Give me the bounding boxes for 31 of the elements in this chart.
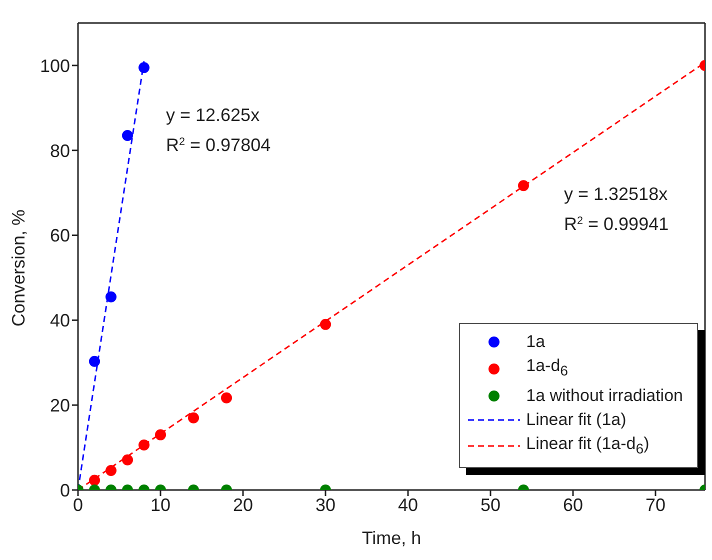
x-tick-label: 0 <box>72 494 84 515</box>
annotation: R$^{2}$ = 0.99941 <box>564 214 669 234</box>
legend-label: 1a <box>526 331 546 354</box>
legend-label: 1a-d$_{6}$ <box>526 355 568 382</box>
y-tick-label: 20 <box>50 395 70 416</box>
annotation: R$^{2}$ = 0.97804 <box>166 135 271 155</box>
x-tick-label: 20 <box>232 494 254 515</box>
x-tick-label: 40 <box>398 494 418 515</box>
annotation: y = 12.625x <box>166 105 260 125</box>
point <box>138 62 150 74</box>
point <box>89 356 100 367</box>
point <box>122 130 133 142</box>
legend-label: Linear fit (1a) <box>526 408 626 431</box>
x-tick-label: 70 <box>645 494 666 515</box>
y-tick-label: 80 <box>50 140 70 161</box>
y-tick-label: 100 <box>40 56 70 76</box>
legend-label: 1a without irradiation <box>526 384 683 407</box>
y-tick-label: 0 <box>60 480 70 500</box>
point <box>518 180 529 192</box>
legend-label: Linear fit (1a-d$_{6}$) <box>526 432 650 459</box>
x-tick-label: 50 <box>480 494 501 515</box>
x-tick-label: 30 <box>315 494 336 515</box>
point <box>320 318 331 330</box>
y-axis-title: Conversion, % <box>8 209 28 326</box>
x-tick-label: 60 <box>562 494 584 515</box>
x-axis-title: Time, h <box>362 528 422 548</box>
y-tick-label: 60 <box>50 226 70 246</box>
annotation: y = 1.32518x <box>564 184 668 204</box>
x-tick-label: 10 <box>150 494 171 515</box>
y-tick-label: 40 <box>50 310 70 331</box>
point <box>106 291 116 302</box>
